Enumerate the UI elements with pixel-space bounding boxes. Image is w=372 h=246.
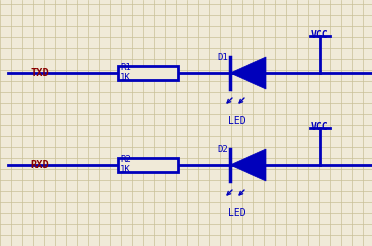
Polygon shape [230,149,266,181]
Text: RXD: RXD [31,160,49,170]
Polygon shape [230,57,266,89]
Text: 1K: 1K [120,73,131,82]
Text: VCC: VCC [311,122,329,132]
Text: D2: D2 [217,145,228,154]
Text: TXD: TXD [31,68,49,78]
Text: D1: D1 [217,53,228,62]
Bar [118,158,178,172]
Text: VCC: VCC [311,30,329,40]
Text: R2: R2 [120,155,131,164]
Text: 1K: 1K [120,165,131,174]
Bar [118,66,178,80]
Text: LED: LED [228,208,246,218]
Text: R1: R1 [120,63,131,72]
Text: LED: LED [228,116,246,126]
